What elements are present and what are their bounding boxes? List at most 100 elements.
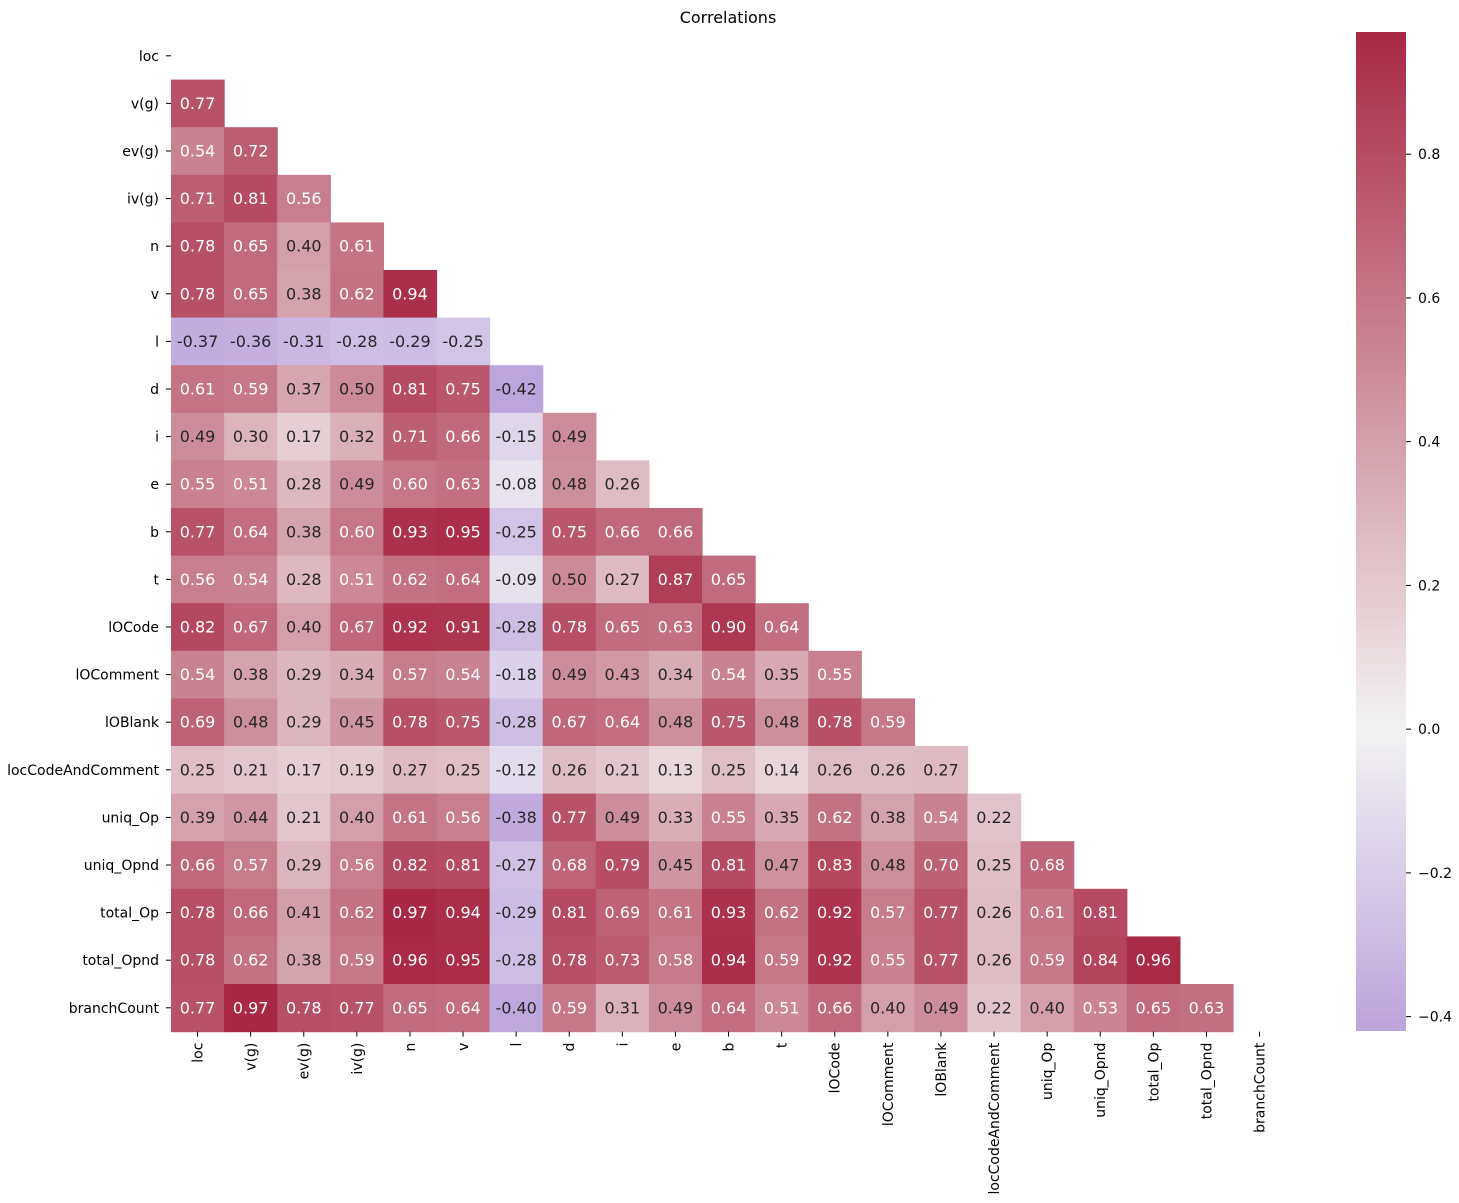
heatmap-cell xyxy=(595,603,650,652)
heatmap-cell xyxy=(489,412,544,461)
heatmap-cell xyxy=(1073,936,1128,985)
y-tick-label: loc xyxy=(139,49,159,65)
heatmap-cell xyxy=(489,650,544,699)
cell-value-label: 0.56 xyxy=(445,808,481,827)
cell-value-label: 0.78 xyxy=(817,713,853,732)
cell-value-label: 0.64 xyxy=(445,998,481,1017)
cell-value-label: 0.40 xyxy=(286,618,322,637)
heatmap-cell xyxy=(489,603,544,652)
cell-value-label: 0.45 xyxy=(658,856,694,875)
heatmap-cell xyxy=(861,746,915,795)
heatmap-cell xyxy=(648,603,703,652)
cell-value-label: 0.48 xyxy=(551,475,587,494)
cell-value-label: 0.97 xyxy=(392,903,428,922)
heatmap-cell xyxy=(808,793,862,842)
heatmap-cell xyxy=(383,270,438,319)
heatmap-cell xyxy=(224,174,278,223)
colorbar-tick-label: 0.4 xyxy=(1418,435,1440,451)
heatmap-cell xyxy=(383,412,438,461)
heatmap-cell xyxy=(436,650,491,699)
cell-value-label: -0.12 xyxy=(495,760,536,779)
heatmap-cell xyxy=(489,508,544,557)
cell-value-label: 0.49 xyxy=(658,998,694,1017)
heatmap-cell xyxy=(755,746,809,795)
heatmap-cell xyxy=(224,270,278,319)
heatmap-cell xyxy=(1073,888,1128,937)
heatmap-cell xyxy=(489,746,544,795)
heatmap-cell xyxy=(224,936,278,985)
cell-value-label: 0.78 xyxy=(551,951,587,970)
cell-value-label: 0.14 xyxy=(764,760,800,779)
heatmap-cell xyxy=(436,793,491,842)
cell-value-label: 0.77 xyxy=(551,808,587,827)
cell-value-label: 0.44 xyxy=(233,808,269,827)
heatmap-cell xyxy=(171,174,225,223)
cell-value-label: 0.59 xyxy=(339,951,375,970)
heatmap-cell xyxy=(436,460,491,509)
cell-value-label: 0.25 xyxy=(976,856,1012,875)
y-tick-label: d xyxy=(150,382,159,398)
heatmap-cell xyxy=(330,650,384,699)
x-tick-label: branchCount xyxy=(1253,1042,1269,1133)
cell-value-label: 0.32 xyxy=(339,427,375,446)
cell-value-label: 0.39 xyxy=(180,808,216,827)
heatmap-cell xyxy=(277,270,331,319)
cell-value-label: -0.29 xyxy=(389,332,430,351)
heatmap-cell xyxy=(489,936,544,985)
cell-value-label: 0.92 xyxy=(817,951,853,970)
heatmap-cell xyxy=(383,984,438,1033)
heatmap-cell xyxy=(542,841,597,890)
cell-value-label: 0.65 xyxy=(605,618,641,637)
cell-value-label: 0.30 xyxy=(233,427,269,446)
cell-value-label: -0.08 xyxy=(495,475,536,494)
heatmap-cell xyxy=(277,555,331,604)
cell-value-label: 0.27 xyxy=(605,570,641,589)
cell-value-label: 0.17 xyxy=(286,760,322,779)
cell-value-label: 0.81 xyxy=(445,856,481,875)
cell-value-label: 0.65 xyxy=(392,998,428,1017)
cell-value-label: -0.29 xyxy=(495,903,536,922)
heatmap-cell xyxy=(436,984,491,1033)
heatmap-cell xyxy=(171,603,225,652)
cell-value-label: 0.26 xyxy=(551,760,587,779)
heatmap-cell xyxy=(702,936,756,985)
cell-value-label: 0.95 xyxy=(445,951,481,970)
heatmap-cell xyxy=(489,365,544,414)
heatmap-cell xyxy=(648,888,703,937)
cell-value-label: 0.26 xyxy=(817,760,853,779)
cell-value-label: 0.25 xyxy=(445,760,481,779)
heatmap-cell xyxy=(330,508,384,557)
cell-value-label: 0.61 xyxy=(339,237,375,256)
heatmap-cell xyxy=(648,650,703,699)
heatmap-cell xyxy=(648,698,703,747)
cell-value-label: 0.75 xyxy=(551,522,587,541)
cell-value-label: 0.48 xyxy=(870,856,906,875)
cell-value-label: -0.25 xyxy=(442,332,483,351)
cell-value-label: 0.48 xyxy=(764,713,800,732)
heatmap-cell xyxy=(914,984,969,1033)
heatmap-cell xyxy=(330,412,384,461)
cell-value-label: 0.93 xyxy=(392,522,428,541)
heatmap-cell xyxy=(330,222,384,271)
heatmap-cell xyxy=(755,936,809,985)
cell-value-label: 0.73 xyxy=(605,951,641,970)
cell-value-label: 0.26 xyxy=(976,951,1012,970)
cell-value-label: 0.81 xyxy=(1082,903,1118,922)
cell-value-label: 0.77 xyxy=(180,522,216,541)
y-tick-label: ev(g) xyxy=(122,144,159,160)
cell-value-label: 0.29 xyxy=(286,665,322,684)
cell-value-label: 0.60 xyxy=(339,522,375,541)
cell-value-label: 0.40 xyxy=(286,237,322,256)
heatmap-cell xyxy=(171,365,225,414)
cell-value-label: 0.77 xyxy=(339,998,375,1017)
cell-value-label: 0.81 xyxy=(551,903,587,922)
cell-value-label: 0.49 xyxy=(551,427,587,446)
heatmap-cell xyxy=(967,936,1022,985)
colorbar-tick-label: 0.6 xyxy=(1418,291,1440,307)
heatmap-cell xyxy=(171,508,225,557)
cell-value-label: 0.94 xyxy=(392,284,428,303)
heatmap-cell xyxy=(755,888,809,937)
heatmap-cell xyxy=(171,317,225,366)
colorbar-tick-label: 0.8 xyxy=(1418,147,1440,163)
heatmap-cell xyxy=(595,936,650,985)
